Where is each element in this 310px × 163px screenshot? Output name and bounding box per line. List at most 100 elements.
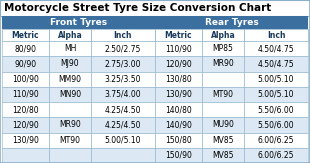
Text: 130/90: 130/90 <box>165 90 192 99</box>
Bar <box>2 41 49 56</box>
Text: MM90: MM90 <box>59 75 82 84</box>
Bar <box>202 56 244 72</box>
Bar <box>202 102 244 117</box>
Bar <box>49 87 91 102</box>
Bar <box>155 56 202 72</box>
Bar <box>2 87 49 102</box>
Text: Front Tyres: Front Tyres <box>50 18 107 27</box>
Bar <box>155 72 202 87</box>
Text: 150/90: 150/90 <box>165 151 192 160</box>
Text: 110/90: 110/90 <box>165 44 192 53</box>
Bar <box>155 41 202 56</box>
Text: 2.75/3.00: 2.75/3.00 <box>105 59 141 68</box>
Bar <box>91 87 155 102</box>
Text: 120/90: 120/90 <box>12 120 39 129</box>
Text: MT90: MT90 <box>60 136 81 145</box>
Text: 4.50/4.75: 4.50/4.75 <box>258 44 294 53</box>
Bar <box>2 16 155 29</box>
Text: MJ90: MJ90 <box>61 59 79 68</box>
Bar <box>155 29 202 41</box>
Bar <box>202 117 244 133</box>
Bar <box>155 16 308 29</box>
Bar <box>202 133 244 148</box>
Text: 3.25/3.50: 3.25/3.50 <box>105 75 141 84</box>
Bar <box>2 72 49 87</box>
Bar <box>202 87 244 102</box>
Bar <box>244 117 308 133</box>
Text: 5.00/5.10: 5.00/5.10 <box>258 75 294 84</box>
Text: 120/80: 120/80 <box>12 105 39 114</box>
Text: 6.00/6.25: 6.00/6.25 <box>258 151 294 160</box>
Bar <box>244 87 308 102</box>
Bar <box>244 148 308 163</box>
Bar <box>49 102 91 117</box>
Text: Rear Tyres: Rear Tyres <box>205 18 258 27</box>
Bar <box>244 72 308 87</box>
Text: MT90: MT90 <box>212 90 233 99</box>
Bar <box>244 102 308 117</box>
Bar <box>49 29 91 41</box>
Text: MR90: MR90 <box>59 120 81 129</box>
Bar <box>49 56 91 72</box>
Bar <box>155 148 202 163</box>
Bar <box>155 133 202 148</box>
Text: 140/80: 140/80 <box>165 105 192 114</box>
Text: MH: MH <box>64 44 76 53</box>
Bar <box>2 56 49 72</box>
Bar <box>2 148 49 163</box>
Text: 3.75/4.00: 3.75/4.00 <box>105 90 141 99</box>
Text: MV85: MV85 <box>212 151 234 160</box>
Bar <box>155 87 202 102</box>
Text: 80/90: 80/90 <box>15 44 37 53</box>
Text: Inch: Inch <box>114 30 132 39</box>
Bar <box>91 72 155 87</box>
Bar <box>91 133 155 148</box>
Text: MV85: MV85 <box>212 136 234 145</box>
Text: MR90: MR90 <box>212 59 234 68</box>
Bar <box>2 102 49 117</box>
Text: 2.50/2.75: 2.50/2.75 <box>105 44 141 53</box>
Bar <box>91 102 155 117</box>
Text: 130/90: 130/90 <box>12 136 39 145</box>
Text: Metric: Metric <box>165 30 192 39</box>
Text: Motorcycle Street Tyre Size Conversion Chart: Motorcycle Street Tyre Size Conversion C… <box>4 3 271 13</box>
Text: 5.00/5.10: 5.00/5.10 <box>105 136 141 145</box>
Text: 4.25/4.50: 4.25/4.50 <box>105 105 141 114</box>
Bar <box>2 29 49 41</box>
Bar <box>49 117 91 133</box>
Text: Alpha: Alpha <box>58 30 82 39</box>
Bar <box>91 41 155 56</box>
Bar <box>244 41 308 56</box>
Bar <box>91 56 155 72</box>
Text: 110/90: 110/90 <box>12 90 39 99</box>
Bar <box>91 117 155 133</box>
Bar <box>2 117 49 133</box>
Text: 5.50/6.00: 5.50/6.00 <box>258 120 294 129</box>
Text: MU90: MU90 <box>212 120 234 129</box>
Text: 130/80: 130/80 <box>165 75 192 84</box>
Text: 4.50/4.75: 4.50/4.75 <box>258 59 294 68</box>
Text: Inch: Inch <box>267 30 285 39</box>
Text: 6.00/6.25: 6.00/6.25 <box>258 136 294 145</box>
Text: 4.25/4.50: 4.25/4.50 <box>105 120 141 129</box>
Bar <box>155 117 202 133</box>
Text: Alpha: Alpha <box>210 30 235 39</box>
Bar <box>155 102 202 117</box>
Bar <box>49 148 91 163</box>
Text: 5.00/5.10: 5.00/5.10 <box>258 90 294 99</box>
Text: MN90: MN90 <box>59 90 81 99</box>
Bar <box>49 72 91 87</box>
Text: 120/90: 120/90 <box>165 59 192 68</box>
Bar <box>202 29 244 41</box>
Bar <box>49 133 91 148</box>
Bar <box>2 133 49 148</box>
Text: 150/80: 150/80 <box>165 136 192 145</box>
Bar <box>202 41 244 56</box>
Text: MP85: MP85 <box>213 44 233 53</box>
Bar <box>0 0 310 16</box>
Bar <box>202 148 244 163</box>
Text: 90/90: 90/90 <box>15 59 37 68</box>
Text: 100/90: 100/90 <box>12 75 39 84</box>
Text: Metric: Metric <box>12 30 39 39</box>
Text: 5.50/6.00: 5.50/6.00 <box>258 105 294 114</box>
